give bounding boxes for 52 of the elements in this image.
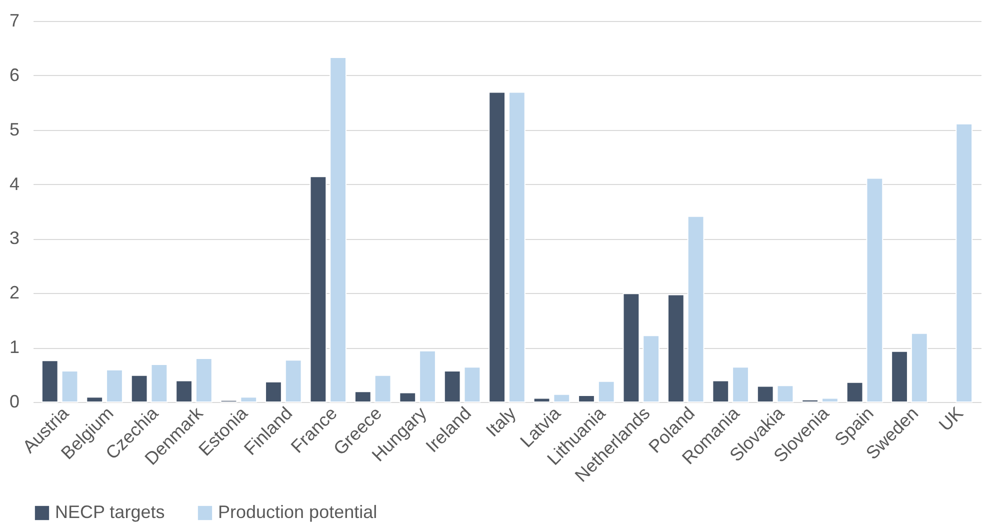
bar: [86, 396, 104, 402]
bar: [533, 398, 550, 402]
y-tick-label: 3: [9, 228, 20, 248]
bar: [598, 380, 615, 402]
bar: [642, 335, 660, 402]
bar: [41, 360, 58, 402]
bar: [553, 394, 570, 402]
bar: [956, 123, 973, 402]
bar: [866, 178, 884, 402]
legend-label: NECP targets: [55, 502, 165, 522]
bar: [822, 398, 838, 402]
legend-label: Production potential: [218, 502, 378, 522]
bar: [354, 391, 372, 402]
bar: [732, 366, 749, 402]
bar: [756, 386, 774, 402]
bar: [846, 382, 864, 402]
bar: [578, 394, 595, 402]
bar: [910, 332, 928, 402]
bar: [802, 399, 819, 402]
bar: [195, 358, 212, 402]
bar: [61, 370, 78, 402]
bar: [464, 366, 481, 402]
bar: [374, 374, 392, 402]
bar: [265, 381, 282, 402]
bar: [106, 369, 123, 402]
bar: [891, 350, 908, 402]
bar: [284, 360, 302, 402]
y-tick-label: 5: [9, 119, 20, 140]
bar: [622, 293, 640, 402]
bar: [419, 350, 436, 402]
bar: [687, 216, 704, 402]
y-tick-label: 2: [9, 282, 20, 303]
bar: [399, 392, 416, 402]
bar: [130, 374, 148, 402]
bar: [667, 294, 684, 402]
y-tick-label: 6: [9, 64, 20, 85]
x-tick-label: Italy: [482, 403, 520, 441]
bar: [240, 396, 258, 402]
y-tick-label: 0: [9, 392, 20, 412]
bar: [150, 364, 168, 402]
y-tick-label: 4: [9, 174, 20, 194]
bar: [310, 176, 327, 402]
bar: [330, 56, 347, 402]
bar: [712, 380, 730, 402]
y-tick-label: 1: [9, 337, 20, 358]
bar: [176, 380, 192, 402]
bar: [488, 92, 506, 402]
bar: [776, 385, 794, 402]
y-tick-label: 7: [9, 10, 20, 30]
bar: [444, 370, 461, 402]
x-tick-label: UK: [935, 403, 967, 435]
bar: [508, 92, 526, 402]
